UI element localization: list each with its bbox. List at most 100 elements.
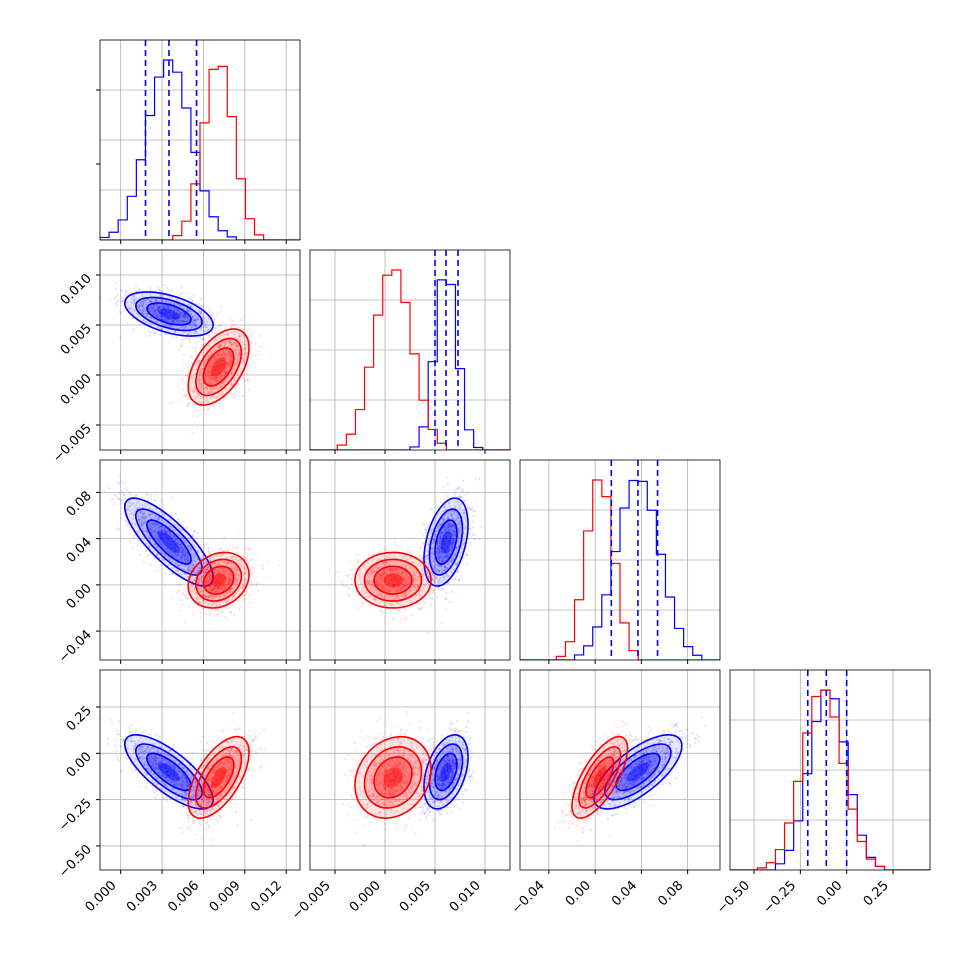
scatter-point bbox=[241, 554, 245, 558]
scatter-point bbox=[199, 322, 202, 325]
scatter-point bbox=[189, 401, 192, 404]
scatter-point bbox=[148, 528, 151, 531]
scatter-point bbox=[238, 335, 241, 339]
scatter-point bbox=[192, 587, 195, 591]
scatter-point bbox=[211, 594, 214, 598]
scatter-point bbox=[224, 572, 227, 575]
scatter-point bbox=[206, 329, 209, 332]
scatter-point bbox=[208, 334, 211, 337]
scatter-point bbox=[198, 588, 202, 591]
scatter-point bbox=[181, 548, 184, 552]
scatter-point bbox=[192, 390, 195, 393]
scatter-point bbox=[242, 357, 245, 360]
scatter-point bbox=[219, 370, 222, 373]
scatter-point bbox=[189, 564, 192, 567]
scatter-point bbox=[216, 353, 219, 356]
scatter-point bbox=[199, 590, 202, 594]
scatter-point bbox=[159, 535, 163, 538]
scatter-point bbox=[193, 322, 196, 325]
scatter-point bbox=[225, 366, 229, 369]
scatter-point bbox=[228, 344, 231, 348]
scatter-point bbox=[170, 547, 173, 550]
scatter-point bbox=[219, 338, 222, 341]
scatter-point bbox=[153, 516, 156, 519]
scatter-point bbox=[217, 357, 220, 360]
scatter-point bbox=[141, 305, 144, 308]
scatter-point bbox=[221, 589, 224, 592]
scatter-point bbox=[212, 583, 215, 586]
scatter-point bbox=[199, 396, 203, 399]
scatter-point bbox=[170, 536, 173, 539]
scatter-point bbox=[117, 497, 120, 501]
scatter-point bbox=[212, 377, 215, 380]
scatter-point bbox=[174, 326, 177, 330]
scatter-point bbox=[154, 529, 157, 532]
scatter-point bbox=[177, 563, 180, 566]
scatter-point bbox=[197, 378, 201, 381]
scatter-point bbox=[172, 302, 175, 306]
scatter-point bbox=[163, 307, 167, 310]
scatter-point bbox=[158, 306, 161, 310]
scatter-point bbox=[217, 372, 220, 375]
scatter-point bbox=[205, 569, 209, 572]
scatter-point bbox=[179, 377, 182, 380]
scatter-point bbox=[162, 547, 165, 550]
scatter-point bbox=[262, 567, 265, 570]
scatter-point bbox=[163, 309, 166, 312]
scatter-point bbox=[168, 310, 171, 313]
scatter-point bbox=[181, 341, 184, 344]
scatter-point bbox=[144, 550, 148, 553]
scatter-point bbox=[207, 356, 210, 359]
scatter-point bbox=[217, 362, 220, 365]
scatter-point bbox=[140, 304, 144, 307]
scatter-point bbox=[246, 378, 249, 382]
scatter-point bbox=[160, 311, 163, 315]
scatter-point bbox=[223, 587, 226, 591]
scatter-point bbox=[174, 316, 177, 319]
scatter-point bbox=[206, 374, 209, 377]
scatter-point bbox=[201, 387, 204, 391]
scatter-point bbox=[148, 545, 151, 549]
scatter-point bbox=[158, 556, 161, 559]
scatter-point bbox=[204, 579, 207, 582]
scatter-point bbox=[200, 305, 204, 308]
scatter-point bbox=[177, 565, 180, 568]
scatter-point bbox=[176, 314, 179, 318]
scatter-point bbox=[181, 315, 184, 318]
scatter-point bbox=[219, 547, 222, 551]
scatter-point bbox=[219, 310, 222, 313]
scatter-point bbox=[193, 372, 196, 376]
scatter-point bbox=[179, 547, 182, 550]
scatter-point bbox=[153, 299, 156, 302]
scatter-point bbox=[170, 325, 173, 328]
scatter-point bbox=[170, 312, 173, 316]
scatter-point bbox=[232, 369, 235, 372]
scatter-point bbox=[209, 370, 212, 373]
scatter-point bbox=[169, 306, 172, 309]
contour-red-level-1 bbox=[187, 328, 250, 406]
scatter-point bbox=[182, 603, 185, 606]
scatter-point bbox=[164, 309, 168, 313]
scatter-point bbox=[159, 536, 162, 540]
scatter-point bbox=[217, 569, 220, 573]
scatter-point bbox=[223, 344, 226, 347]
scatter-point bbox=[221, 569, 224, 573]
scatter-point bbox=[219, 324, 222, 327]
scatter-point bbox=[222, 367, 225, 370]
scatter-point bbox=[172, 316, 175, 319]
scatter-point bbox=[168, 543, 171, 547]
scatter-point bbox=[162, 533, 165, 537]
scatter-point bbox=[171, 336, 174, 339]
scatter-point bbox=[177, 542, 181, 545]
scatter-point bbox=[464, 493, 467, 496]
scatter-point bbox=[136, 306, 140, 310]
scatter-point bbox=[206, 401, 209, 404]
scatter-point bbox=[205, 373, 208, 376]
scatter-point bbox=[229, 338, 233, 342]
scatter-point bbox=[150, 307, 153, 311]
scatter-point bbox=[155, 524, 159, 527]
scatter-point bbox=[197, 372, 200, 375]
scatter-point bbox=[469, 544, 472, 547]
scatter-point bbox=[173, 321, 176, 325]
scatter-point bbox=[205, 561, 208, 564]
